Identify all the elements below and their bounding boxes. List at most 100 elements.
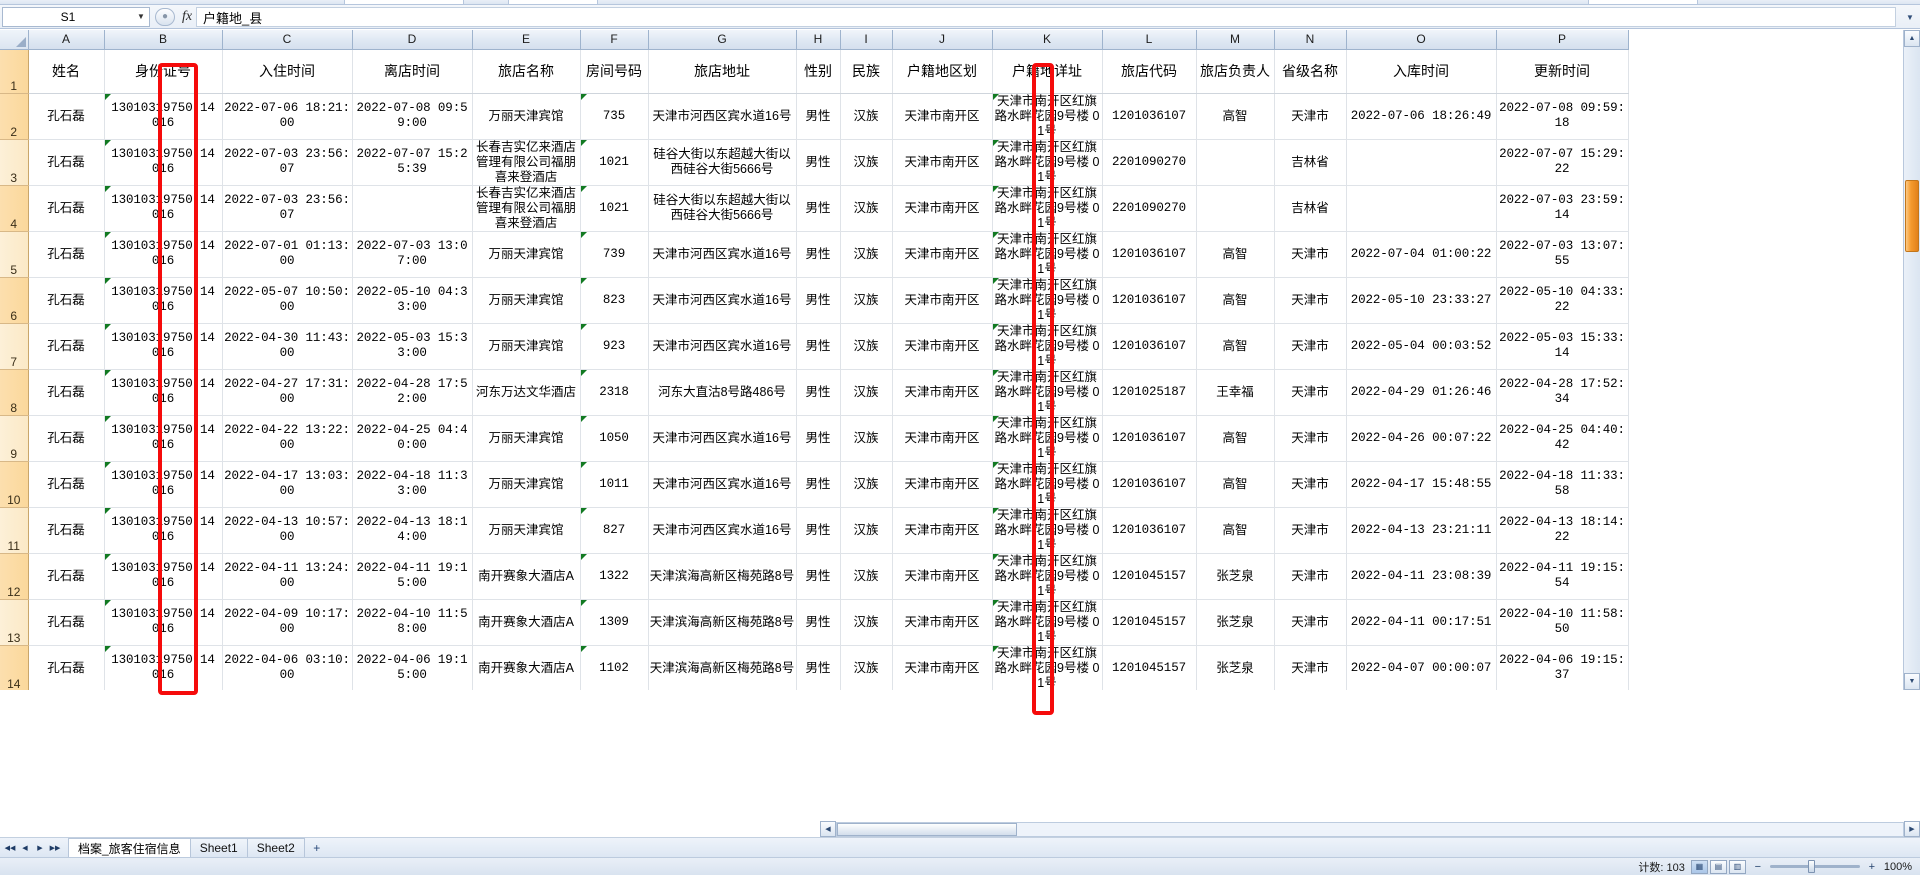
cell-E8[interactable]: 河东万达文华酒店 — [472, 369, 581, 416]
cell-B2[interactable]: 13010319750 14 016 — [104, 93, 223, 140]
cell-N12[interactable]: 天津市 — [1274, 553, 1347, 600]
cell-M2[interactable]: 高智 — [1196, 93, 1275, 140]
cell-I8[interactable]: 汉族 — [840, 369, 893, 416]
cell-B14[interactable]: 13010319750 14 016 — [104, 645, 223, 690]
cell-O8[interactable]: 2022-04-29 01:26:46 — [1346, 369, 1497, 416]
cell-L2[interactable]: 1201036107 — [1102, 93, 1197, 140]
cell-G3[interactable]: 硅谷大街以东超越大街以西硅谷大街5666号 — [648, 139, 797, 186]
row-header-14[interactable]: 14 — [0, 645, 29, 690]
cell-O5[interactable]: 2022-07-04 01:00:22 — [1346, 231, 1497, 278]
cell-K4[interactable]: 天津市南开区红旗路水畔花园9号楼 01号 — [992, 185, 1103, 232]
table-row[interactable]: 10 孔石磊 13010319750 14 016 2022-04-17 13:03:… — [0, 461, 1629, 508]
cell-F6[interactable]: 823 — [580, 277, 649, 324]
cell-D4[interactable] — [352, 185, 473, 232]
table-row[interactable]: 7 孔石磊 13010319750 14 016 2022-04-30 11:43:0… — [0, 323, 1629, 370]
column-title-M[interactable]: 旅店负责人 — [1196, 49, 1275, 94]
column-header-H[interactable]: H — [796, 30, 841, 50]
column-header-M[interactable]: M — [1196, 30, 1275, 50]
cell-J13[interactable]: 天津市南开区 — [892, 599, 993, 646]
zoom-in-icon[interactable]: + — [1868, 860, 1876, 873]
column-title-B[interactable]: 身份证号 — [104, 49, 223, 94]
cell-F2[interactable]: 735 — [580, 93, 649, 140]
horizontal-scrollbar[interactable]: ◀ ▶ — [820, 819, 1920, 839]
cell-B6[interactable]: 13010319750 14 016 — [104, 277, 223, 324]
cell-M12[interactable]: 张芝泉 — [1196, 553, 1275, 600]
cell-A7[interactable]: 孔石磊 — [28, 323, 105, 370]
cell-J10[interactable]: 天津市南开区 — [892, 461, 993, 508]
vertical-scrollbar[interactable]: ▲ ▼ — [1903, 30, 1920, 690]
cell-K14[interactable]: 天津市南开区红旗路水畔花园9号楼 01号 — [992, 645, 1103, 690]
next-sheet-icon[interactable]: ▶ — [37, 844, 43, 852]
cell-G2[interactable]: 天津市河西区宾水道16号 — [648, 93, 797, 140]
column-header-O[interactable]: O — [1346, 30, 1497, 50]
cell-D2[interactable]: 2022-07-08 09:59:00 — [352, 93, 473, 140]
row-header-1[interactable]: 1 — [0, 49, 29, 94]
column-title-F[interactable]: 房间号码 — [580, 49, 649, 94]
cell-A9[interactable]: 孔石磊 — [28, 415, 105, 462]
cell-C2[interactable]: 2022-07-06 18:21:00 — [222, 93, 353, 140]
cell-J14[interactable]: 天津市南开区 — [892, 645, 993, 690]
cell-O10[interactable]: 2022-04-17 15:48:55 — [1346, 461, 1497, 508]
cell-E11[interactable]: 万丽天津宾馆 — [472, 507, 581, 554]
column-title-C[interactable]: 入住时间 — [222, 49, 353, 94]
row-header-7[interactable]: 7 — [0, 323, 29, 370]
cell-H5[interactable]: 男性 — [796, 231, 841, 278]
cell-I11[interactable]: 汉族 — [840, 507, 893, 554]
cell-H13[interactable]: 男性 — [796, 599, 841, 646]
first-sheet-icon[interactable]: ◀◀ — [4, 844, 16, 852]
table-row[interactable]: 9 孔石磊 13010319750 14 016 2022-04-22 13:22:0… — [0, 415, 1629, 462]
cell-J6[interactable]: 天津市南开区 — [892, 277, 993, 324]
cell-L8[interactable]: 1201025187 — [1102, 369, 1197, 416]
cell-L3[interactable]: 2201090270 — [1102, 139, 1197, 186]
cell-I3[interactable]: 汉族 — [840, 139, 893, 186]
cell-C10[interactable]: 2022-04-17 13:03:00 — [222, 461, 353, 508]
cell-I5[interactable]: 汉族 — [840, 231, 893, 278]
column-header-C[interactable]: C — [222, 30, 353, 50]
cell-B9[interactable]: 13010319750 14 016 — [104, 415, 223, 462]
cell-D11[interactable]: 2022-04-13 18:14:00 — [352, 507, 473, 554]
cell-D7[interactable]: 2022-05-03 15:33:00 — [352, 323, 473, 370]
cell-A5[interactable]: 孔石磊 — [28, 231, 105, 278]
cell-G11[interactable]: 天津市河西区宾水道16号 — [648, 507, 797, 554]
cell-B10[interactable]: 13010319750 14 016 — [104, 461, 223, 508]
cell-M3[interactable] — [1196, 139, 1275, 186]
cell-O3[interactable] — [1346, 139, 1497, 186]
cell-N13[interactable]: 天津市 — [1274, 599, 1347, 646]
cell-F13[interactable]: 1309 — [580, 599, 649, 646]
cell-P2[interactable]: 2022-07-08 09:59:18 — [1496, 93, 1629, 140]
expand-formula-bar-icon[interactable]: ▼ — [1906, 12, 1914, 22]
cell-I12[interactable]: 汉族 — [840, 553, 893, 600]
cell-D14[interactable]: 2022-04-06 19:15:00 — [352, 645, 473, 690]
column-title-D[interactable]: 离店时间 — [352, 49, 473, 94]
row-header-13[interactable]: 13 — [0, 599, 29, 646]
cell-P5[interactable]: 2022-07-03 13:07:55 — [1496, 231, 1629, 278]
cell-M5[interactable]: 高智 — [1196, 231, 1275, 278]
cell-O4[interactable] — [1346, 185, 1497, 232]
cell-K5[interactable]: 天津市南开区红旗路水畔花园9号楼 01号 — [992, 231, 1103, 278]
cell-K11[interactable]: 天津市南开区红旗路水畔花园9号楼 01号 — [992, 507, 1103, 554]
cell-C3[interactable]: 2022-07-03 23:56:07 — [222, 139, 353, 186]
cell-C12[interactable]: 2022-04-11 13:24:00 — [222, 553, 353, 600]
cell-L11[interactable]: 1201036107 — [1102, 507, 1197, 554]
cell-D5[interactable]: 2022-07-03 13:07:00 — [352, 231, 473, 278]
cell-M6[interactable]: 高智 — [1196, 277, 1275, 324]
cell-B11[interactable]: 13010319750 14 016 — [104, 507, 223, 554]
name-box[interactable]: S1 ▼ — [2, 6, 150, 27]
cell-A13[interactable]: 孔石磊 — [28, 599, 105, 646]
cell-G8[interactable]: 河东大直沽8号路486号 — [648, 369, 797, 416]
column-header-G[interactable]: G — [648, 30, 797, 50]
cell-M13[interactable]: 张芝泉 — [1196, 599, 1275, 646]
cell-O12[interactable]: 2022-04-11 23:08:39 — [1346, 553, 1497, 600]
cell-C13[interactable]: 2022-04-09 10:17:00 — [222, 599, 353, 646]
cell-J7[interactable]: 天津市南开区 — [892, 323, 993, 370]
cell-N5[interactable]: 天津市 — [1274, 231, 1347, 278]
sheet-tab-2[interactable]: Sheet1 — [189, 838, 248, 857]
cell-F9[interactable]: 1050 — [580, 415, 649, 462]
column-header-I[interactable]: I — [840, 30, 893, 50]
sheet-tab-1[interactable]: 档案_旅客住宿信息 — [68, 838, 191, 857]
cell-G10[interactable]: 天津市河西区宾水道16号 — [648, 461, 797, 508]
cell-I13[interactable]: 汉族 — [840, 599, 893, 646]
row-header-12[interactable]: 12 — [0, 553, 29, 600]
cell-K2[interactable]: 天津市南开区红旗路水畔花园9号楼 01号 — [992, 93, 1103, 140]
cell-D3[interactable]: 2022-07-07 15:25:39 — [352, 139, 473, 186]
